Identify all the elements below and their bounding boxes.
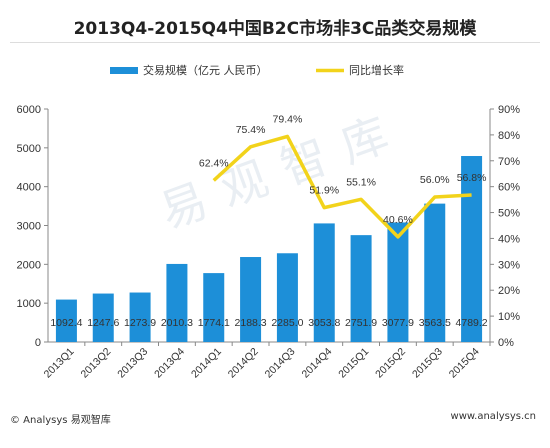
y-left-tick-label: 1000 (17, 298, 41, 310)
y-left-tick-label: 5000 (17, 143, 41, 155)
y-right-tick-label: 0% (498, 337, 514, 349)
bar (203, 273, 225, 342)
x-category-label: 2015Q4 (447, 346, 482, 381)
bar-data-label: 2010.3 (161, 317, 193, 329)
x-category-label: 2013Q1 (42, 346, 77, 381)
footer-text: © Analysys 易观智库 (10, 415, 111, 426)
bar (461, 156, 483, 342)
legend-swatch-bars (110, 67, 138, 74)
bar-data-label: 1273.9 (124, 317, 156, 329)
bar (92, 293, 114, 342)
y-right-tick-label: 70% (498, 156, 520, 168)
x-category-label: 2015Q2 (373, 346, 408, 381)
line-data-label: 40.6% (383, 214, 413, 226)
bar-data-label: 3563.5 (419, 317, 451, 329)
bar-data-label: 3077.9 (382, 317, 414, 329)
y-right-tick-label: 50% (498, 208, 520, 220)
x-category-label: 2014Q3 (263, 346, 298, 381)
bar (424, 203, 446, 342)
bar (129, 292, 151, 342)
bar-data-label: 2751.9 (345, 317, 377, 329)
x-category-label: 2013Q3 (115, 346, 150, 381)
x-category-label: 2013Q2 (78, 346, 113, 381)
growth-rate-line (212, 134, 472, 239)
bar (240, 257, 262, 342)
x-category-label: 2015Q1 (336, 346, 371, 381)
y-left-tick-label: 2000 (17, 259, 41, 271)
y-right-tick-label: 30% (498, 259, 520, 271)
title-divider (10, 42, 540, 43)
x-category-label: 2015Q3 (410, 346, 445, 381)
line-data-label: 56.8% (457, 172, 487, 184)
line-data-label: 79.4% (273, 113, 303, 125)
y-right-tick-label: 40% (498, 233, 520, 245)
x-category-label: 2014Q1 (189, 346, 224, 381)
bar-data-label: 1092.4 (50, 317, 82, 329)
legend-label-bars: 交易规模（亿元 人民币） (143, 63, 268, 77)
footer-copyright: © Analysys 易观智库 (10, 411, 111, 426)
y-right-tick-label: 60% (498, 182, 520, 194)
line-data-label: 56.0% (420, 174, 450, 186)
bar (166, 263, 188, 342)
bar-data-label: 2188.3 (235, 317, 267, 329)
y-right-tick-label: 90% (498, 104, 520, 116)
x-category-label: 2014Q2 (226, 346, 261, 381)
chart-title: 2013Q4-2015Q4中国B2C市场非3C品类交易规模 (73, 19, 477, 39)
bar-data-label: 3053.8 (308, 317, 340, 329)
y-left-tick-label: 4000 (17, 182, 41, 194)
line-data-label: 75.4% (236, 124, 266, 136)
y-left-tick-label: 6000 (17, 104, 41, 116)
bar (276, 253, 298, 342)
y-right-tick-label: 80% (498, 130, 520, 142)
bar (313, 223, 335, 342)
line-data-label: 51.9% (309, 185, 339, 197)
line-data-label: 62.4% (199, 157, 229, 169)
y-right-tick-label: 10% (498, 311, 520, 323)
y-left-tick-label: 3000 (17, 221, 41, 233)
legend-label-line: 同比增长率 (349, 63, 404, 77)
y-left-tick-label: 0 (35, 337, 41, 349)
bar-data-label: 4789.2 (456, 317, 488, 329)
bar (350, 235, 372, 342)
footer-url: www.analysys.cn (450, 411, 536, 422)
bar (387, 222, 409, 342)
bar-data-label: 1774.1 (198, 317, 230, 329)
y-right-tick-label: 20% (498, 285, 520, 297)
bar (55, 299, 77, 342)
x-category-label: 2014Q4 (299, 346, 334, 381)
line-data-label: 55.1% (346, 176, 376, 188)
x-category-label: 2013Q4 (152, 346, 187, 381)
bar-data-label: 2285.0 (271, 317, 303, 329)
bar-data-label: 1247.6 (87, 317, 119, 329)
